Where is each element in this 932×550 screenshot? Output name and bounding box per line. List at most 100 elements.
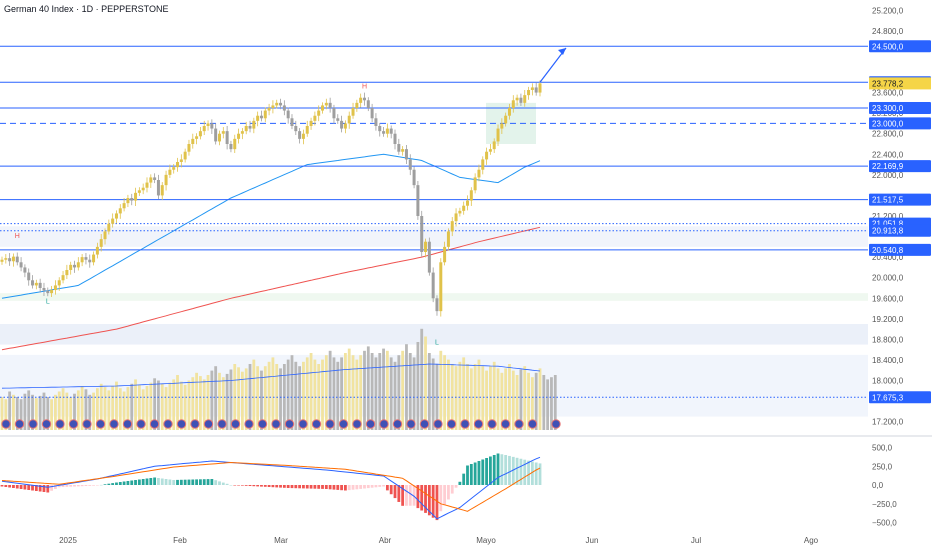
event-marker-icon (514, 419, 524, 429)
volume-bar (401, 350, 405, 430)
event-marker-icon (82, 419, 92, 429)
volume-bar (80, 386, 84, 430)
volume-bar (313, 359, 317, 430)
macd-histogram-bar (229, 485, 233, 486)
candle-body (271, 105, 275, 108)
candle-body (385, 128, 389, 134)
macd-histogram-bar (179, 479, 183, 485)
volume-bar (538, 368, 542, 430)
candle-body (515, 97, 519, 101)
volume-bar (374, 357, 378, 430)
signal-line (1, 461, 541, 512)
candle-body (256, 115, 260, 121)
volume-bar (534, 372, 538, 430)
macd-histogram-bar (80, 485, 84, 487)
volume-bar (477, 359, 481, 430)
event-marker-icon (325, 419, 335, 429)
volume-bar (118, 388, 122, 430)
volume-bar (424, 336, 427, 430)
volume-bar (511, 370, 515, 430)
volume-bar (130, 383, 134, 430)
interval: 1D (81, 4, 94, 14)
macd-histogram-bar (340, 485, 343, 491)
candle-body (454, 213, 458, 222)
event-marker-icon (136, 419, 146, 429)
candle-body (401, 149, 405, 152)
candle-body (50, 290, 54, 294)
x-tick-label: Mar (274, 536, 288, 545)
profile-band (0, 226, 868, 247)
macd-y-tick-label: 500,0 (872, 444, 893, 453)
macd-histogram-bar (65, 485, 69, 487)
y-tick-label: 22.800,0 (872, 130, 904, 139)
candle-body (523, 95, 527, 103)
macd-histogram-bar (240, 485, 244, 486)
volume-bar (206, 375, 210, 430)
event-marker-icon (230, 419, 241, 429)
volume-bar (42, 392, 46, 430)
candle-body (38, 282, 42, 288)
candle-body (217, 133, 221, 142)
macd-histogram-bar (76, 485, 80, 487)
pivot-label: H (362, 83, 367, 90)
candle-body (34, 282, 38, 286)
macd-histogram-bar (118, 482, 122, 485)
macd-histogram-bar (332, 485, 336, 490)
macd-histogram-bar (431, 485, 435, 518)
event-marker-icon (122, 419, 133, 429)
macd-histogram-bar (141, 479, 145, 485)
candle-body (298, 131, 302, 139)
volume-bar (88, 394, 92, 430)
candle-body (107, 223, 111, 232)
y-tick-label: 23.600,0 (872, 89, 904, 98)
candle-body (248, 126, 252, 129)
volume-bar (15, 397, 19, 430)
x-tick-label: Jul (691, 536, 701, 545)
x-tick-label: Mayo (476, 536, 496, 545)
candle-body (446, 231, 450, 247)
candle-body (8, 258, 12, 262)
volume-bar (179, 381, 183, 430)
macd-histogram-bar (355, 485, 359, 490)
volume-bar (412, 357, 416, 430)
volume-bar (416, 342, 420, 430)
volume-bar (267, 361, 271, 430)
macd-histogram-bar (244, 485, 248, 486)
volume-bar (183, 384, 187, 430)
macd-histogram-bar (298, 485, 302, 489)
candle-body (507, 108, 511, 116)
macd-histogram-bar (84, 485, 88, 487)
candle-body (473, 177, 477, 191)
macd-histogram-bar (111, 483, 115, 485)
macd-histogram-bar (103, 484, 107, 485)
macd-histogram-bar (424, 485, 427, 513)
candle-body (252, 120, 256, 129)
candle-body (99, 239, 103, 247)
candle-body (126, 198, 130, 204)
macd-histogram-bar (42, 485, 46, 492)
macd-histogram-bar (214, 480, 218, 485)
macd-histogram-bar (46, 485, 50, 493)
candle-body (530, 87, 534, 90)
macd-histogram-bar (279, 485, 282, 488)
macd-histogram-bar (263, 485, 267, 487)
volume-bar (218, 372, 221, 430)
candle-body (519, 97, 523, 103)
candle-body (202, 126, 206, 132)
macd-histogram-bar (488, 456, 492, 485)
volume-bar (61, 388, 65, 430)
candle-body (263, 110, 267, 119)
candle-body (488, 149, 492, 152)
level-label-bg (869, 224, 931, 237)
candle-body (511, 100, 515, 108)
volume-bar (221, 377, 225, 430)
volume-bar (340, 357, 343, 430)
volume-bar (294, 361, 298, 430)
volume-bar (4, 399, 8, 430)
macd-histogram-bar (191, 479, 195, 485)
macd-histogram-bar (523, 459, 527, 485)
candle-body (15, 256, 19, 263)
macd-y-tick-label: 250,0 (872, 462, 893, 471)
y-tick-label: 19.200,0 (872, 315, 904, 324)
